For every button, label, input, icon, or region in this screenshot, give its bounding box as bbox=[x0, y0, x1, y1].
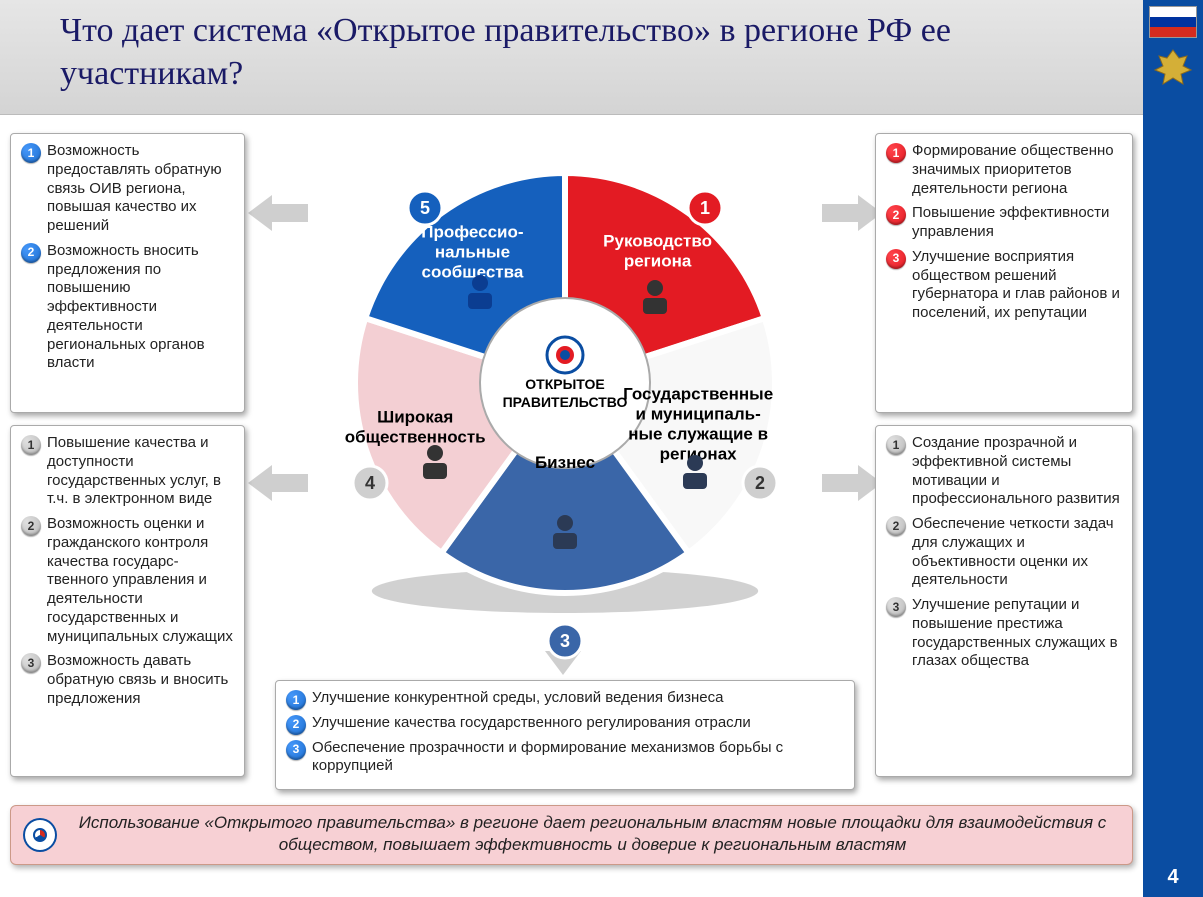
pie-diagram: ОТКРЫТОЕПРАВИТЕЛЬСТВОРуководстворегионаГ… bbox=[275, 133, 855, 693]
bullet-number-icon: 2 bbox=[286, 715, 306, 735]
list-item: 1 Создание прозрачной и эффективной систе… bbox=[886, 434, 1122, 509]
pie-badge-5: 5 bbox=[408, 191, 442, 225]
slide-header: Что дает система «Открытое правительство… bbox=[0, 0, 1143, 115]
list-item: 2 Возможность вносить предложения по повы… bbox=[21, 242, 234, 373]
bullet-number-icon: 1 bbox=[886, 143, 906, 163]
info-box-mid-left: 1 Повышение качества и доступности госуда… bbox=[10, 425, 245, 777]
list-item-text: Улучшение конкурентной среды, условий ве… bbox=[312, 689, 723, 706]
list-item-text: Возможность давать обратную связь и внос… bbox=[47, 652, 228, 707]
list-item: 3 Возможность давать обратную связь и вно… bbox=[21, 652, 234, 708]
pie-badge-4: 4 bbox=[353, 466, 387, 500]
bullet-number-icon: 2 bbox=[886, 516, 906, 536]
pie-badge-1: 1 bbox=[688, 191, 722, 225]
list-item-text: Повышение эффективности управления bbox=[912, 204, 1109, 240]
svg-text:5: 5 bbox=[420, 198, 430, 218]
page-number: 4 bbox=[1143, 866, 1203, 889]
bullet-number-icon: 1 bbox=[886, 435, 906, 455]
center-logo-icon bbox=[547, 337, 583, 373]
right-strip: 4 bbox=[1143, 0, 1203, 897]
list-item-text: Улучшение репутации и повышение престижа… bbox=[912, 596, 1118, 669]
coat-of-arms-icon bbox=[1153, 48, 1193, 88]
bullet-number-icon: 1 bbox=[286, 690, 306, 710]
bullet-number-icon: 3 bbox=[886, 597, 906, 617]
svg-text:2: 2 bbox=[755, 473, 765, 493]
bullet-number-icon: 1 bbox=[21, 143, 41, 163]
svg-text:1: 1 bbox=[700, 198, 710, 218]
list-item-text: Улучшение качества государственного регу… bbox=[312, 714, 751, 731]
bullet-number-icon: 3 bbox=[21, 653, 41, 673]
svg-text:4: 4 bbox=[365, 473, 375, 493]
list-item-text: Возможность вносить предложения по повыш… bbox=[47, 242, 205, 372]
list-item-text: Повышение качества и доступности государ… bbox=[47, 434, 221, 507]
bullet-number-icon: 2 bbox=[21, 516, 41, 536]
footer-text: Использование «Открытого правительства» … bbox=[79, 813, 1107, 854]
list-item-text: Создание прозрачной и эффективной систем… bbox=[912, 434, 1120, 507]
pie-center-label: ОТКРЫТОЕ bbox=[525, 376, 604, 392]
pie-sector-label-3: Бизнес bbox=[535, 453, 595, 472]
footer-summary: Использование «Открытого правительства» … bbox=[10, 805, 1133, 865]
list-item: 2 Улучшение качества государственного рег… bbox=[286, 714, 844, 733]
list-item: 1 Повышение качества и доступности госуда… bbox=[21, 434, 234, 509]
list-item: 3 Улучшение восприятия обществом решений … bbox=[886, 248, 1122, 323]
pie-center-label: ПРАВИТЕЛЬСТВО bbox=[503, 394, 628, 410]
list-item: 2 Обеспечение четкости задач для служащих… bbox=[886, 515, 1122, 590]
logo-icon bbox=[25, 820, 55, 850]
list-item: 1 Возможность предоставлять обратную связ… bbox=[21, 142, 234, 236]
bullet-number-icon: 3 bbox=[286, 740, 306, 760]
list-item-text: Обеспечение четкости задач для служащих … bbox=[912, 515, 1114, 588]
slide-title: Что дает система «Открытое правительство… bbox=[60, 10, 1123, 95]
list-item: 3 Обеспечение прозрачности и формирование… bbox=[286, 739, 844, 777]
pie-badge-3: 3 bbox=[548, 624, 582, 658]
pie-badge-2: 2 bbox=[743, 466, 777, 500]
list-item-text: Возможность оценки и гражданского контро… bbox=[47, 515, 233, 645]
list-item: 2 Возможность оценки и гражданского контр… bbox=[21, 515, 234, 646]
list-item-text: Возможность предоставлять обратную связь… bbox=[47, 142, 222, 234]
bullet-number-icon: 2 bbox=[21, 243, 41, 263]
russia-flag-icon bbox=[1149, 6, 1197, 38]
list-item: 2 Повышение эффективности управления bbox=[886, 204, 1122, 242]
bullet-number-icon: 2 bbox=[886, 205, 906, 225]
list-item-text: Улучшение восприятия обществом решений г… bbox=[912, 248, 1120, 321]
list-item-text: Формирование общественно значимых приори… bbox=[912, 142, 1114, 197]
info-box-mid-right: 1 Создание прозрачной и эффективной систе… bbox=[875, 425, 1133, 777]
list-item: 3 Улучшение репутации и повышение престиж… bbox=[886, 596, 1122, 671]
info-box-top-left: 1 Возможность предоставлять обратную связ… bbox=[10, 133, 245, 413]
info-box-top-right: 1 Формирование общественно значимых приор… bbox=[875, 133, 1133, 413]
slide: 4 Что дает система «Открытое правительст… bbox=[0, 0, 1203, 897]
list-item-text: Обеспечение прозрачности и формирование … bbox=[312, 739, 783, 775]
list-item: 1 Формирование общественно значимых приор… bbox=[886, 142, 1122, 198]
info-box-bottom: 1 Улучшение конкурентной среды, условий в… bbox=[275, 680, 855, 790]
bullet-number-icon: 1 bbox=[21, 435, 41, 455]
svg-text:3: 3 bbox=[560, 631, 570, 651]
list-item: 1 Улучшение конкурентной среды, условий в… bbox=[286, 689, 844, 708]
pie-sector-label-5: Профессио-нальныесообщества bbox=[421, 223, 524, 282]
slide-content: ОТКРЫТОЕПРАВИТЕЛЬСТВОРуководстворегионаГ… bbox=[10, 125, 1133, 887]
bullet-number-icon: 3 bbox=[886, 249, 906, 269]
